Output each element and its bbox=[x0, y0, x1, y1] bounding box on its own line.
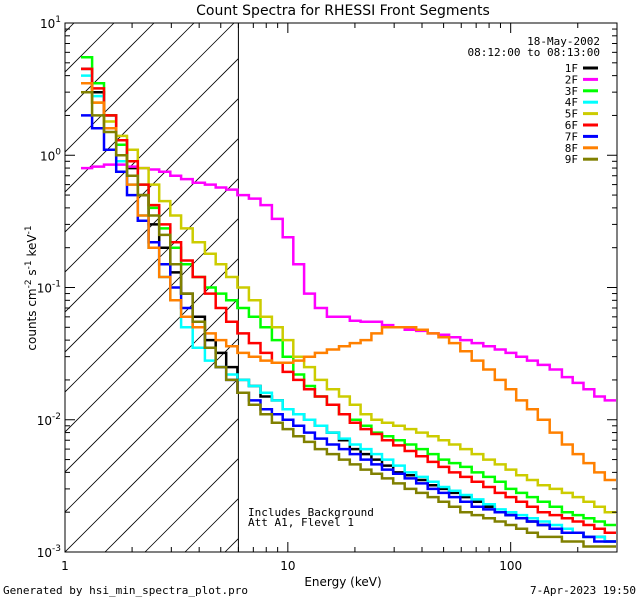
hatch-line bbox=[65, 58, 239, 233]
series-line-9f bbox=[81, 90, 616, 548]
series-group bbox=[81, 56, 616, 548]
date-label: 18-May-2002 bbox=[527, 35, 600, 48]
x-tick-labels: 1 10 100 bbox=[61, 559, 522, 573]
y-tick-label: 10-3 bbox=[37, 544, 61, 560]
x-tick-label: 1 bbox=[61, 559, 69, 573]
y-tick-label: 10-1 bbox=[37, 280, 61, 296]
hatch-line bbox=[65, 178, 239, 353]
hatch-line bbox=[65, 23, 235, 193]
series-line-7f bbox=[81, 114, 616, 543]
x-axis-label: Energy (keV) bbox=[304, 575, 381, 589]
hatch-line bbox=[625, 23, 640, 552]
y-tick-label: 101 bbox=[40, 15, 61, 31]
series-line-6f bbox=[81, 67, 616, 534]
series-line-4f bbox=[81, 74, 616, 543]
footer-generated-by: Generated by hsi_min_spectra_plot.pro bbox=[3, 584, 248, 597]
legend-label: 8F bbox=[565, 142, 578, 155]
x-tick-label: 10 bbox=[280, 559, 295, 573]
annotation-attenuator: Att A1, Flevel 1 bbox=[248, 516, 354, 529]
hatch-line bbox=[144, 458, 239, 552]
hatch-line bbox=[104, 418, 239, 552]
hatch-line bbox=[65, 138, 239, 313]
y-tick-labels: 10-3 10-2 10-1 100 101 bbox=[37, 15, 62, 560]
legend-label: 4F bbox=[565, 96, 578, 109]
series-line-1f bbox=[81, 67, 616, 543]
legend-label: 9F bbox=[565, 153, 578, 166]
hatch-line bbox=[65, 298, 239, 473]
y-tick-label: 100 bbox=[40, 147, 61, 163]
footer-timestamp: 7-Apr-2023 19:50 bbox=[530, 584, 636, 597]
legend-label: 1F bbox=[565, 62, 578, 75]
legend-label: 5F bbox=[565, 108, 578, 121]
series-line-2f bbox=[81, 163, 616, 402]
series-line-8f bbox=[81, 82, 616, 482]
y-axis-label: counts cm-2 s-1 keV-1 bbox=[24, 225, 39, 350]
hatch-line bbox=[65, 378, 239, 552]
legend-label: 6F bbox=[565, 119, 578, 132]
annotation-background: Includes Background bbox=[248, 506, 374, 519]
hatch-line bbox=[65, 23, 155, 113]
hatch-line bbox=[65, 338, 239, 513]
y-tick-label: 10-2 bbox=[37, 412, 61, 428]
legend-label: 2F bbox=[565, 73, 578, 86]
plot-frame bbox=[64, 22, 618, 553]
series-line-3f bbox=[81, 56, 616, 527]
legend-label: 3F bbox=[565, 85, 578, 98]
axis-ticks bbox=[64, 23, 618, 553]
hatch-line bbox=[65, 23, 195, 153]
legend-label: 7F bbox=[565, 130, 578, 143]
hatch-line bbox=[65, 98, 239, 273]
x-tick-label: 100 bbox=[499, 559, 522, 573]
time-range-label: 08:12:00 to 08:13:00 bbox=[468, 46, 600, 59]
series-line-5f bbox=[81, 82, 616, 514]
chart-title: Count Spectra for RHESSI Front Segments bbox=[196, 3, 490, 19]
